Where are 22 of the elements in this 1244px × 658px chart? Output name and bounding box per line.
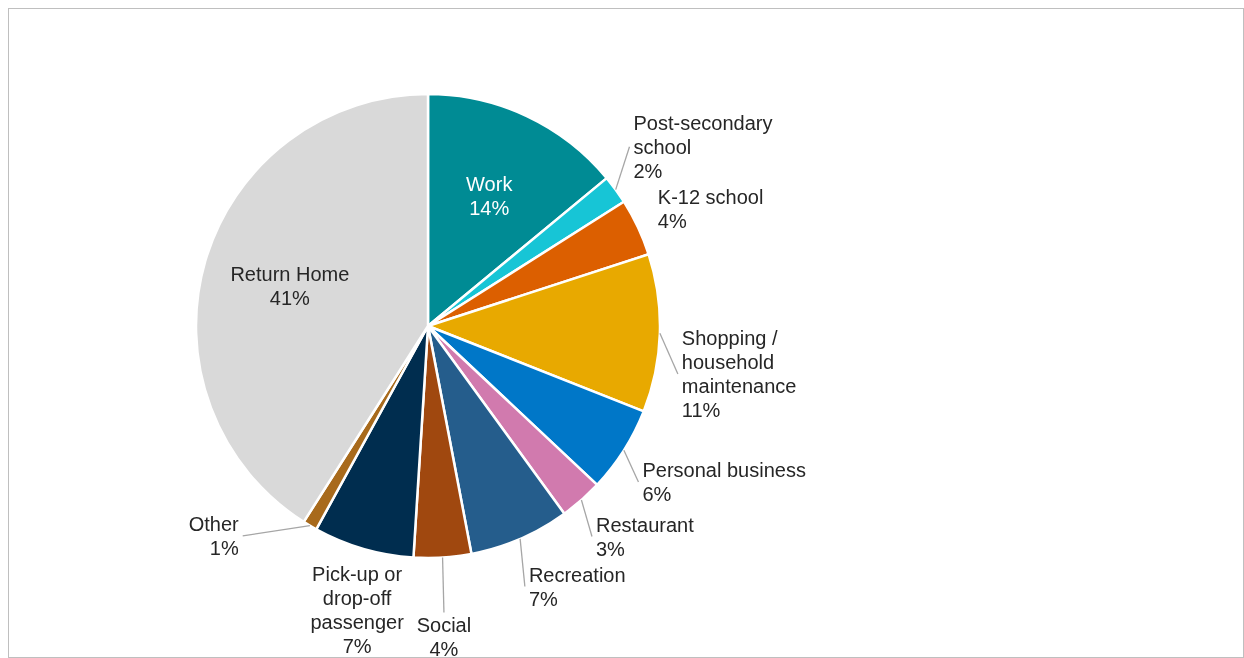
slice-label: Post-secondary school — [633, 111, 773, 158]
slice-label: Work — [466, 172, 514, 195]
slice-label: Personal business — [642, 459, 806, 482]
data-label: 1% — [209, 536, 239, 559]
slice-label: Pick-up or drop-off passenger — [310, 562, 405, 633]
data-label: 14% — [469, 196, 510, 219]
data-label: 7% — [342, 634, 372, 657]
slice-label: Other — [188, 512, 240, 535]
slice-label: Recreation — [528, 563, 626, 586]
data-label: 7% — [528, 587, 558, 610]
slice-label: K-12 school — [657, 185, 764, 208]
data-label: 41% — [269, 286, 311, 309]
data-label: 4% — [429, 637, 459, 658]
data-label: 11% — [681, 398, 721, 421]
slice-label: Return Home — [230, 262, 350, 285]
data-label: 2% — [633, 159, 663, 182]
data-label: 6% — [642, 483, 672, 506]
slice-label: Shopping / household maintenance — [681, 326, 797, 397]
slice-label: Social — [416, 613, 472, 636]
slice-label: Restaurant — [595, 513, 695, 536]
data-label: 3% — [595, 537, 626, 560]
data-label: 4% — [657, 209, 687, 232]
